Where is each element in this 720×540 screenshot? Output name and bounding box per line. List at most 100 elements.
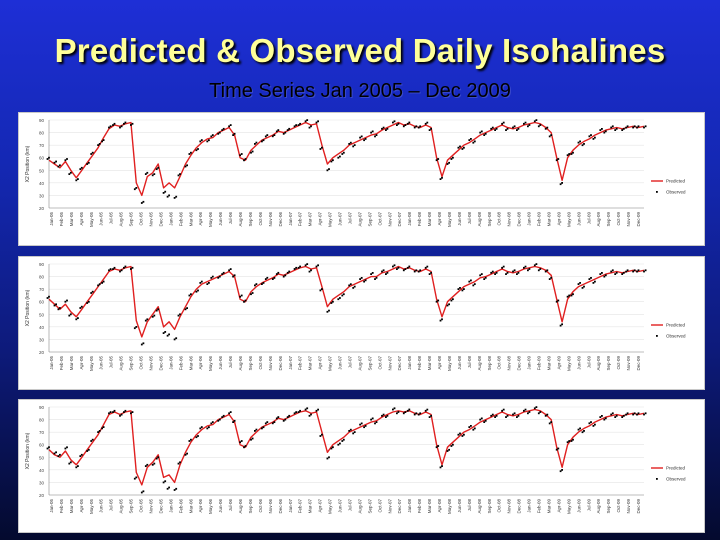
data-point-observed — [251, 437, 254, 440]
data-point-observed — [470, 425, 472, 427]
y-axis-label: X2 Position (km) — [25, 289, 31, 326]
data-point-observed — [359, 278, 361, 280]
data-point-observed — [97, 284, 99, 287]
data-point-observed — [463, 146, 465, 149]
data-point-observed — [633, 125, 636, 128]
data-point-observed — [131, 266, 134, 269]
y-tick-label: 70 — [39, 287, 45, 292]
data-point-observed — [470, 138, 472, 140]
data-point-observed — [206, 140, 209, 143]
data-point-observed — [413, 126, 416, 129]
data-point-observed — [550, 421, 553, 423]
x-tick-label: Oct-08 — [497, 356, 502, 370]
x-tick-label: Sep-08 — [487, 212, 492, 227]
data-point-observed — [306, 119, 309, 121]
data-point-observed — [140, 491, 143, 494]
x-tick-label: Mar-07 — [308, 499, 313, 514]
data-point-observed — [146, 318, 149, 321]
legend-label-predicted: Predicted — [666, 466, 686, 471]
x-tick-label: Dec-05 — [158, 356, 163, 371]
data-point-observed — [250, 438, 252, 441]
x-tick-label: May-06 — [208, 356, 213, 372]
data-point-observed — [527, 269, 529, 272]
x-tick-label: Jun-05 — [99, 356, 104, 370]
x-tick-label: Sep-05 — [129, 356, 134, 371]
x-tick-label: Dec-09 — [636, 212, 641, 227]
data-point-observed — [144, 465, 147, 467]
data-point-observed — [622, 272, 625, 274]
data-point-observed — [579, 140, 581, 143]
data-point-observed — [579, 282, 581, 284]
x-tick-label: Nov-09 — [626, 212, 631, 227]
data-point-observed — [490, 414, 493, 417]
data-point-observed — [611, 412, 614, 415]
data-point-observed — [523, 409, 525, 412]
data-point-observed — [439, 319, 442, 322]
chart-1: 20 30 40 50 60 70 80 90 X2 Position (km) Jan-05 Fe… — [25, 118, 686, 227]
data-point-observed — [271, 422, 274, 425]
data-point-observed — [513, 125, 516, 128]
y-tick-label: 30 — [39, 193, 45, 198]
data-point-observed — [297, 124, 300, 126]
legend-label-predicted: Predicted — [666, 179, 686, 184]
data-point-observed — [592, 282, 595, 284]
data-point-observed — [484, 276, 487, 279]
x-tick-label: Feb-06 — [178, 212, 183, 227]
data-point-observed — [164, 480, 167, 483]
x-tick-label: Jul-06 — [228, 212, 233, 225]
x-tick-label: Jun-09 — [576, 499, 581, 513]
x-tick-label: Aug-09 — [596, 212, 601, 227]
data-point-observed — [306, 407, 309, 410]
data-point-observed — [175, 195, 178, 198]
data-point-observed — [155, 309, 158, 312]
x-tick-label: Mar-06 — [188, 499, 193, 514]
data-point-observed — [233, 274, 236, 277]
data-point-observed — [406, 122, 409, 125]
data-point-observed — [632, 413, 634, 416]
data-point-observed — [195, 149, 198, 152]
chart-panel-1: 20 30 40 50 60 70 80 90 X2 Position (km) Jan-05 Fe… — [19, 113, 704, 245]
data-point-observed — [228, 269, 230, 272]
data-point-observed — [277, 271, 280, 274]
data-point-observed — [297, 411, 300, 413]
data-point-observed — [491, 413, 494, 416]
y-tick-label: 20 — [39, 206, 45, 211]
data-point-observed — [319, 148, 322, 150]
data-point-observed — [516, 129, 518, 131]
data-point-observed — [459, 432, 461, 435]
data-point-observed — [636, 126, 638, 129]
data-point-observed — [614, 416, 617, 418]
x-tick-label: Feb-08 — [417, 499, 422, 514]
data-point-observed — [123, 266, 125, 269]
data-point-observed — [197, 289, 199, 292]
y-tick-label: 40 — [39, 325, 45, 330]
data-point-observed — [319, 435, 322, 437]
data-point-observed — [402, 125, 405, 128]
data-point-observed — [273, 421, 276, 423]
data-point-observed — [244, 299, 247, 302]
data-point-observed — [468, 139, 471, 141]
data-point-observed — [243, 159, 245, 162]
data-point-observed — [491, 270, 494, 273]
data-point-observed — [583, 143, 585, 145]
data-point-observed — [392, 121, 394, 124]
data-point-observed — [177, 462, 180, 465]
x-tick-label: Aug-06 — [238, 212, 243, 227]
data-point-observed — [581, 287, 584, 289]
x-tick-label: Jan-05 — [49, 212, 54, 226]
data-point-observed — [513, 269, 516, 272]
data-point-observed — [568, 440, 571, 442]
data-point-observed — [173, 197, 176, 199]
data-point-observed — [155, 168, 158, 170]
legend-marker-observed — [656, 478, 658, 480]
data-point-observed — [112, 411, 114, 413]
data-point-observed — [557, 447, 560, 450]
data-point-observed — [382, 413, 385, 416]
y-axis-label: X2 Position (km) — [25, 432, 31, 469]
data-point-observed — [397, 122, 400, 125]
data-point-observed — [513, 412, 516, 415]
x-tick-label: Sep-08 — [487, 356, 492, 371]
x-tick-label: Feb-07 — [298, 212, 303, 227]
data-point-observed — [360, 422, 363, 425]
data-point-observed — [255, 428, 258, 431]
